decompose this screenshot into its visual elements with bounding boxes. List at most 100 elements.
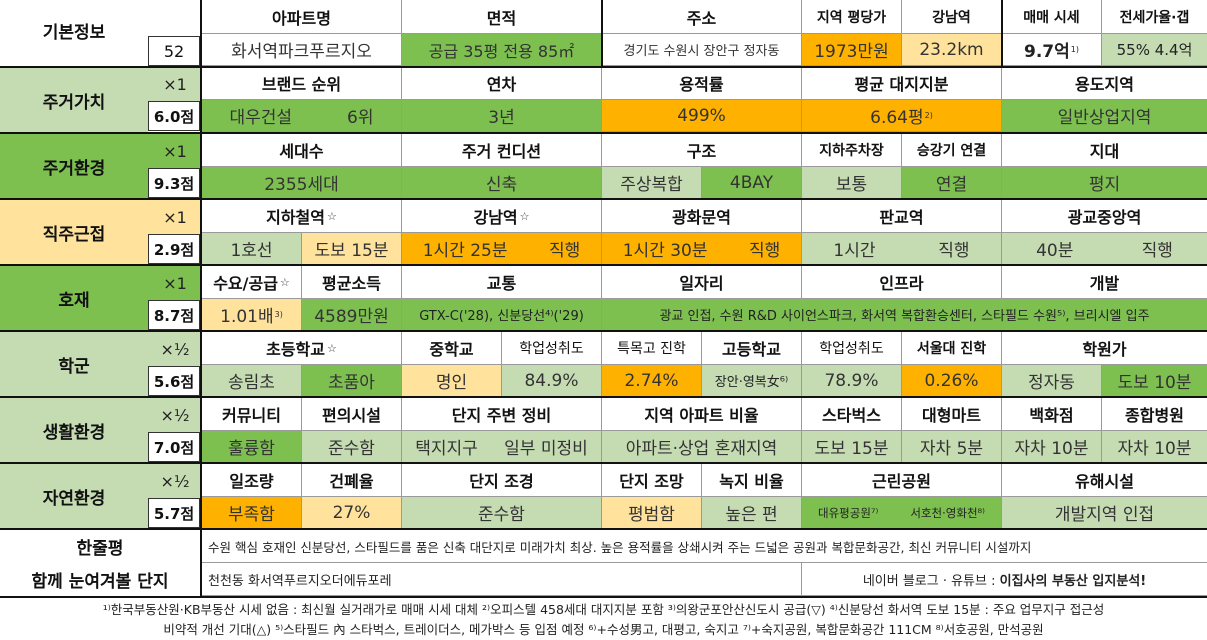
supply-demand-header-text: 수요/공급 <box>213 274 278 293</box>
park-primary: 대유평공원⁷⁾ <box>818 505 879 520</box>
gangnam-commute-header: 강남역 ☆ <box>402 200 602 233</box>
terrain-header: 지대 <box>1002 134 1207 167</box>
divider <box>601 0 603 66</box>
apt-ratio-value: 아파트·상업 혼재지역 <box>602 431 802 463</box>
pangyo-header: 판교역 <box>802 200 1002 233</box>
basic-info-number: 52 <box>148 36 200 66</box>
pyeong-price-value: 1973만원 <box>802 34 902 66</box>
jeonse-ratio-header: 전세가율·갭 <box>1102 0 1207 34</box>
mart-header: 대형마트 <box>902 398 1002 431</box>
living-multiplier: ×½ <box>148 398 202 432</box>
residential-value-score: 6.0점 <box>148 101 200 131</box>
view-value: 평범함 <box>602 497 702 529</box>
supply-demand-note: 3) <box>274 310 283 319</box>
pangyo-cell: 1시간 직행 <box>802 233 1002 265</box>
hospital-header: 종합병원 <box>1102 398 1207 431</box>
jobs-infra-devel-value: 광교 인접, 수원 R&D 사이언스파크, 화서역 복합환승센터, 스타필드 수… <box>602 299 1207 331</box>
special-hs-header: 특목고 진학 <box>602 332 702 365</box>
school-multiplier: ×½ <box>148 332 202 366</box>
starbucks-value: 도보 15분 <box>802 431 902 463</box>
landscape-header: 단지 조경 <box>402 464 602 497</box>
structure-bay-value: 4BAY <box>702 167 802 199</box>
far-header: 용적률 <box>602 67 802 100</box>
divider <box>0 462 1207 464</box>
land-share-value: 6.64평 <box>870 108 924 128</box>
footnote-line-1: ¹⁾한국부동산원·KB부동산 시세 없음 : 최신월 실거래가로 매매 시세 대… <box>102 602 1105 617</box>
gwanggyo-cell: 40분 직행 <box>1002 233 1207 265</box>
divider <box>0 264 1207 266</box>
gangnam-distance-value: 23.2km <box>902 34 1002 66</box>
infra-header: 인프라 <box>802 266 1002 299</box>
residential-env-multiplier: ×1 <box>148 134 202 168</box>
high-school-header: 고등학교 <box>702 332 802 365</box>
elevator-header: 승강기 연결 <box>902 134 1002 167</box>
surroundings-state: 일부 미정비 <box>504 439 588 459</box>
parking-header: 지하주차장 <box>802 134 902 167</box>
summary-text: 수원 핵심 호재인 신분당선, 스타필드를 품은 신축 대단지로 미래가치 최상… <box>202 530 1207 563</box>
income-value: 4589만원 <box>302 299 402 331</box>
commute-score: 2.9점 <box>148 234 200 264</box>
brand-name: 대우건설 <box>229 108 293 128</box>
divider <box>0 132 1207 134</box>
development-score: 8.7점 <box>148 300 200 330</box>
mart-value: 자차 5분 <box>902 431 1002 463</box>
source-name: 이집사의 부동산 입지분석! <box>999 573 1147 589</box>
gwanghwamun-time: 1시간 30분 <box>622 241 708 261</box>
residential-env-label: 주거환경 <box>0 134 148 199</box>
park-secondary: 서호천·영화천⁸⁾ <box>910 505 985 520</box>
amenities-value: 준수함 <box>302 431 402 463</box>
sale-price-header: 매매 시세 <box>1002 0 1102 34</box>
pangyo-time: 1시간 <box>833 241 876 261</box>
elevator-value: 연결 <box>902 167 1002 199</box>
star-icon: ☆ <box>279 275 290 289</box>
middle-school-header: 중학교 <box>402 332 502 365</box>
zoning-value: 일반상업지역 <box>1002 100 1207 132</box>
households-header: 세대수 <box>202 134 402 167</box>
park-header: 근린공원 <box>802 464 1002 497</box>
sale-price-cell: 9.7억 1) <box>1002 34 1102 66</box>
amenities-header: 편의시설 <box>302 398 402 431</box>
condition-header: 주거 컨디션 <box>402 134 602 167</box>
gangnam-commute-time: 1시간 25분 <box>422 241 508 261</box>
transport-header: 교통 <box>402 266 602 299</box>
gwanghwamun-header: 광화문역 <box>602 200 802 233</box>
structure-type-value: 주상복합 <box>602 167 702 199</box>
residential-env-score: 9.3점 <box>148 168 200 198</box>
elementary-header: 초등학교 ☆ <box>202 332 402 365</box>
subway-line-value: 1호선 <box>202 233 302 265</box>
school-label: 학군 <box>0 332 148 397</box>
elementary-name-value: 송림초 <box>202 365 302 397</box>
zoning-header: 용도지역 <box>1002 67 1207 100</box>
divider <box>0 330 1207 332</box>
snu-admission-value: 0.26% <box>902 365 1002 397</box>
landscape-value: 준수함 <box>402 497 602 529</box>
view-header: 단지 조망 <box>602 464 702 497</box>
park-cell: 대유평공원⁷⁾ 서호천·영화천⁸⁾ <box>802 497 1002 529</box>
gangnam-commute-type: 직행 <box>548 241 581 261</box>
devel-header: 개발 <box>1002 266 1207 299</box>
gangnam-commute-header-text: 강남역 <box>473 208 518 227</box>
bcr-header: 건폐율 <box>302 464 402 497</box>
apt-name-value: 화서역파크푸르지오 <box>202 34 402 66</box>
jobs-header: 일자리 <box>602 266 802 299</box>
green-ratio-header: 녹지 비율 <box>702 464 802 497</box>
snu-admission-header: 서울대 진학 <box>902 332 1002 365</box>
far-value: 499% <box>602 100 802 132</box>
nature-score: 5.7점 <box>148 498 200 528</box>
development-multiplier: ×1 <box>148 266 202 300</box>
elementary-access-value: 초품아 <box>302 365 402 397</box>
households-value: 2355세대 <box>202 167 402 199</box>
special-hs-value: 2.74% <box>602 365 702 397</box>
area-value: 공급 35평 전용 85㎡ <box>402 34 602 66</box>
land-share-note: 2) <box>924 111 933 120</box>
age-value: 3년 <box>402 100 602 132</box>
community-value: 훌륭함 <box>202 431 302 463</box>
brand-rank-cell: 대우건설 6위 <box>202 100 402 132</box>
academy-area-value: 정자동 <box>1002 365 1102 397</box>
department-store-header: 백화점 <box>1002 398 1102 431</box>
footnote-line-2: 비약적 개선 기대(△) ⁵⁾스타필드 內 스타벅스, 트레이더스, 메가박스 … <box>163 622 1044 637</box>
supply-demand-header: 수요/공급 ☆ <box>202 266 302 299</box>
subway-walk-value: 도보 15분 <box>302 233 402 265</box>
gangnam-distance-header: 강남역 <box>902 0 1002 34</box>
